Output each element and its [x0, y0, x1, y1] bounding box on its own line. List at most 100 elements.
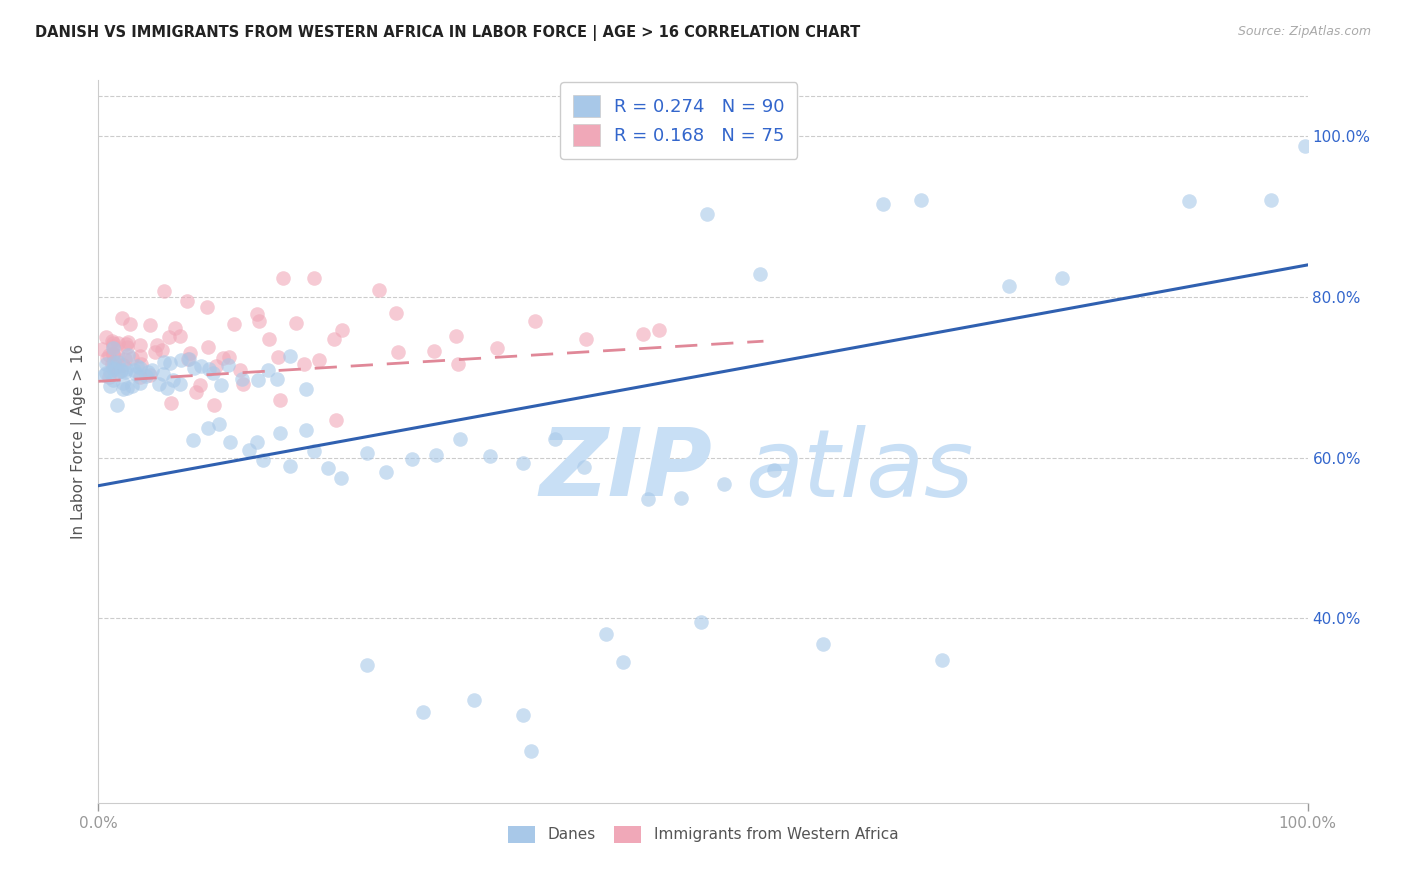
Point [222, 317, 245, 331]
Point [157, 330, 180, 344]
Point [107, 355, 129, 369]
Point [101, 357, 124, 371]
Point [208, 417, 231, 431]
Point [302, 271, 325, 285]
Point [93, 368, 115, 382]
Point [612, 655, 634, 669]
Point [170, 353, 193, 368]
Point [188, 377, 211, 392]
Point [128, 376, 150, 391]
Point [330, 470, 353, 484]
Point [218, 435, 240, 450]
Point [323, 332, 346, 346]
Point [412, 705, 434, 719]
Point [94, 366, 117, 380]
Point [637, 491, 659, 506]
Point [190, 359, 212, 373]
Point [997, 278, 1019, 293]
Point [98, 379, 121, 393]
Point [153, 284, 176, 298]
Point [101, 346, 124, 360]
Point [447, 357, 470, 371]
Point [129, 370, 152, 384]
Point [485, 341, 508, 355]
Point [231, 372, 253, 386]
Point [449, 432, 471, 446]
Point [212, 351, 235, 366]
Point [121, 378, 143, 392]
Point [257, 332, 280, 346]
Point [512, 707, 534, 722]
Point [107, 365, 129, 379]
Point [1052, 271, 1074, 285]
Point [330, 323, 353, 337]
Point [156, 381, 179, 395]
Point [512, 456, 534, 470]
Point [139, 318, 162, 332]
Point [117, 348, 139, 362]
Point [100, 366, 122, 380]
Point [385, 306, 408, 320]
Point [153, 355, 176, 369]
Point [160, 396, 183, 410]
Point [544, 432, 567, 446]
Point [218, 350, 240, 364]
Point [524, 313, 547, 327]
Point [356, 657, 378, 672]
Point [689, 615, 711, 630]
Point [121, 351, 143, 365]
Point [114, 351, 136, 366]
Point [115, 362, 138, 376]
Point [120, 317, 142, 331]
Point [302, 444, 325, 458]
Point [247, 314, 270, 328]
Point [162, 373, 184, 387]
Point [94, 330, 117, 344]
Point [266, 372, 288, 386]
Point [91, 342, 114, 356]
Point [163, 321, 186, 335]
Point [463, 693, 485, 707]
Point [111, 382, 134, 396]
Point [201, 366, 224, 380]
Point [267, 351, 290, 365]
Point [129, 357, 152, 371]
Point [103, 373, 125, 387]
Point [368, 283, 391, 297]
Text: atlas: atlas [745, 425, 973, 516]
Point [931, 653, 953, 667]
Point [713, 477, 735, 491]
Point [387, 345, 409, 359]
Point [122, 363, 145, 377]
Point [246, 434, 269, 449]
Point [98, 369, 121, 384]
Point [129, 349, 152, 363]
Point [146, 338, 169, 352]
Point [169, 376, 191, 391]
Point [520, 744, 543, 758]
Point [110, 363, 132, 377]
Point [107, 336, 129, 351]
Point [247, 373, 270, 387]
Point [176, 294, 198, 309]
Point [595, 627, 617, 641]
Point [278, 349, 301, 363]
Point [128, 360, 150, 375]
Point [115, 336, 138, 351]
Point [872, 197, 894, 211]
Point [374, 466, 396, 480]
Legend: Danes, Immigrants from Western Africa: Danes, Immigrants from Western Africa [502, 820, 904, 849]
Point [177, 352, 200, 367]
Point [103, 355, 125, 369]
Point [98, 348, 121, 362]
Point [96, 351, 118, 365]
Point [143, 345, 166, 359]
Point [179, 345, 201, 359]
Point [103, 360, 125, 375]
Point [139, 368, 162, 383]
Point [202, 398, 225, 412]
Point [128, 337, 150, 351]
Point [252, 453, 274, 467]
Point [136, 365, 159, 379]
Point [269, 425, 291, 440]
